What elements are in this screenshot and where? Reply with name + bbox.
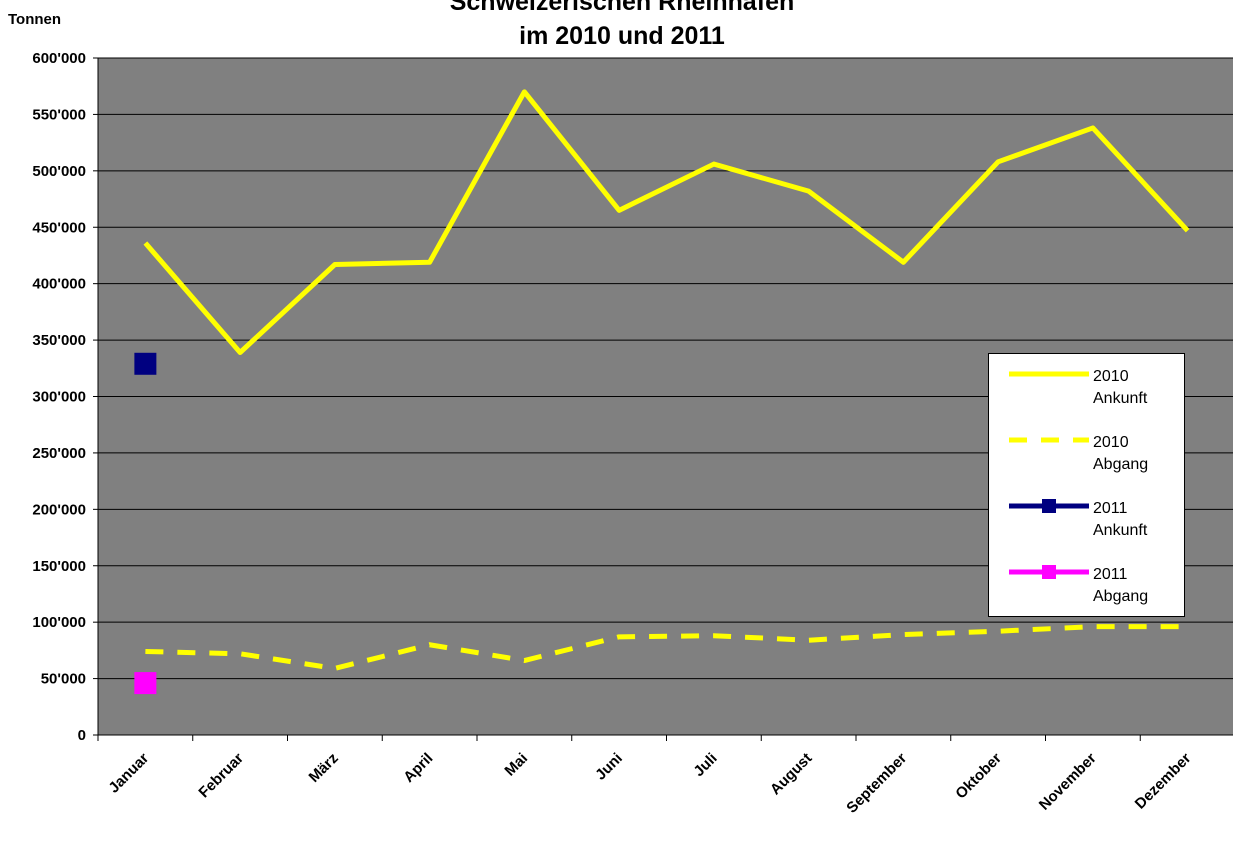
x-tick-label: Juli: [690, 750, 720, 780]
legend-swatch: [1009, 437, 1089, 443]
y-tick-label: 450'000: [32, 219, 86, 236]
y-tick-label: 400'000: [32, 276, 86, 293]
x-tick-label: August: [767, 750, 816, 799]
series-line: [143, 89, 1190, 355]
legend-item: 2011 Abgang: [989, 552, 1186, 612]
chart-title: im 2010 und 2011: [519, 22, 725, 50]
legend-swatch: [1009, 565, 1089, 579]
series-marker: [134, 352, 157, 375]
x-tick-label: Mai: [501, 750, 531, 780]
legend-label: 2011 Abgang: [1093, 566, 1149, 605]
series-marker: [134, 672, 157, 695]
y-tick-label: 500'000: [32, 163, 86, 180]
y-tick-label: 150'000: [32, 558, 86, 575]
x-tick-label: Januar: [105, 750, 152, 797]
y-tick-label: 0: [78, 727, 86, 744]
x-tick-label: September: [843, 750, 910, 817]
series-line: [145, 624, 1188, 671]
y-tick-label: 300'000: [32, 389, 86, 406]
legend-swatch: [1009, 499, 1089, 513]
y-tick-label: 550'000: [32, 106, 86, 123]
y-tick-label: 600'000: [32, 50, 86, 67]
legend-label: 2010 Abgang: [1093, 434, 1149, 473]
legend-swatch: [1009, 371, 1089, 377]
legend-marker: [1042, 565, 1056, 579]
legend-label: 2010 Ankunft: [1093, 368, 1148, 407]
legend-marker: [1042, 499, 1056, 513]
legend-item: 2011 Ankunft: [989, 486, 1186, 546]
y-tick-label: 200'000: [32, 501, 86, 518]
legend-item: 2010 Ankunft: [989, 354, 1186, 414]
x-tick-label: Oktober: [952, 750, 1005, 803]
x-tick-label: November: [1036, 750, 1100, 814]
y-tick-label: 350'000: [32, 332, 86, 349]
y-tick-label: 100'000: [32, 614, 86, 631]
chart-title: Schweizerischen Rheinhäfen: [450, 0, 795, 16]
legend-label: 2011 Ankunft: [1093, 500, 1148, 539]
legend-item: 2010 Abgang: [989, 420, 1186, 480]
y-tick-label: 250'000: [32, 445, 86, 462]
y-axis-label: Tonnen: [8, 11, 61, 28]
y-tick-label: 50'000: [41, 671, 86, 688]
x-tick-label: Dezember: [1132, 750, 1195, 813]
x-tick-label: Februar: [195, 750, 247, 802]
x-tick-label: April: [400, 750, 436, 786]
legend: 2010 Ankunft 2010 Abgang 2011 Ankunft 2011 …: [988, 353, 1185, 617]
x-tick-label: März: [306, 750, 342, 786]
x-tick-label: Juni: [592, 750, 626, 784]
